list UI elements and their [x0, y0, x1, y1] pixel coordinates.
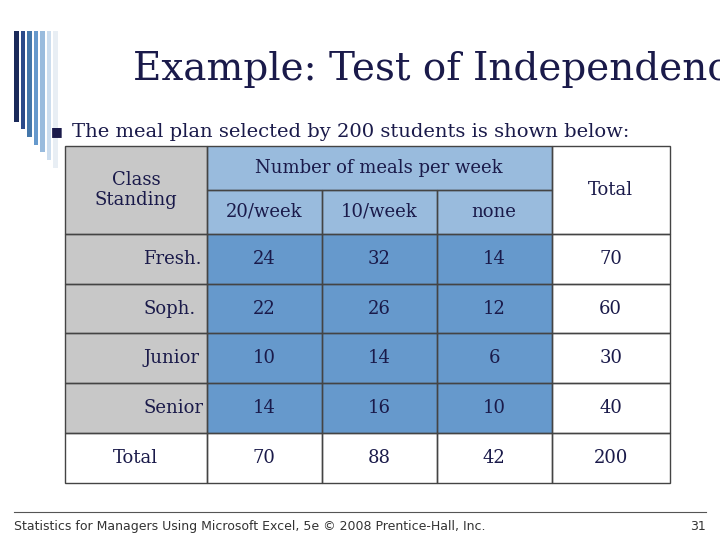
Text: 31: 31	[690, 520, 706, 534]
FancyBboxPatch shape	[65, 383, 207, 433]
Text: 24: 24	[253, 249, 276, 268]
FancyBboxPatch shape	[552, 433, 670, 483]
FancyBboxPatch shape	[552, 234, 670, 284]
Text: 200: 200	[593, 449, 628, 467]
Text: Number of meals per week: Number of meals per week	[256, 159, 503, 177]
Text: Fresh.: Fresh.	[143, 249, 202, 268]
FancyBboxPatch shape	[65, 334, 207, 383]
Text: ■: ■	[50, 125, 62, 138]
Text: 20/week: 20/week	[226, 203, 302, 221]
FancyBboxPatch shape	[322, 284, 437, 334]
FancyBboxPatch shape	[322, 433, 437, 483]
Text: 10/week: 10/week	[341, 203, 418, 221]
FancyBboxPatch shape	[437, 190, 552, 234]
FancyBboxPatch shape	[65, 146, 207, 234]
FancyBboxPatch shape	[437, 284, 552, 334]
FancyBboxPatch shape	[207, 383, 322, 433]
Text: 10: 10	[253, 349, 276, 367]
Text: 60: 60	[599, 300, 622, 318]
FancyBboxPatch shape	[322, 334, 437, 383]
FancyBboxPatch shape	[207, 146, 552, 190]
FancyBboxPatch shape	[322, 383, 437, 433]
Text: 70: 70	[599, 249, 622, 268]
Text: 14: 14	[253, 399, 276, 417]
FancyBboxPatch shape	[34, 31, 38, 145]
FancyBboxPatch shape	[207, 284, 322, 334]
Text: 12: 12	[483, 300, 505, 318]
FancyBboxPatch shape	[437, 433, 552, 483]
Text: none: none	[472, 203, 517, 221]
Text: 10: 10	[482, 399, 505, 417]
FancyBboxPatch shape	[437, 334, 552, 383]
FancyBboxPatch shape	[552, 383, 670, 433]
Text: Class
Standing: Class Standing	[94, 171, 177, 210]
FancyBboxPatch shape	[552, 334, 670, 383]
FancyBboxPatch shape	[207, 334, 322, 383]
FancyBboxPatch shape	[65, 433, 207, 483]
Text: 14: 14	[368, 349, 391, 367]
FancyBboxPatch shape	[27, 31, 32, 137]
FancyBboxPatch shape	[437, 234, 552, 284]
Text: Example: Test of Independence: Example: Test of Independence	[133, 51, 720, 87]
FancyBboxPatch shape	[552, 146, 670, 234]
Text: Senior: Senior	[143, 399, 203, 417]
Text: Soph.: Soph.	[143, 300, 195, 318]
FancyBboxPatch shape	[552, 284, 670, 334]
Text: Total: Total	[113, 449, 158, 467]
FancyBboxPatch shape	[322, 190, 437, 234]
Text: Junior: Junior	[143, 349, 199, 367]
FancyBboxPatch shape	[207, 433, 322, 483]
FancyBboxPatch shape	[14, 31, 19, 122]
Text: 30: 30	[599, 349, 622, 367]
Text: 40: 40	[599, 399, 622, 417]
Text: 70: 70	[253, 449, 276, 467]
FancyBboxPatch shape	[21, 31, 25, 130]
FancyBboxPatch shape	[207, 190, 322, 234]
Text: The meal plan selected by 200 students is shown below:: The meal plan selected by 200 students i…	[72, 123, 629, 141]
FancyBboxPatch shape	[65, 284, 207, 334]
FancyBboxPatch shape	[65, 234, 207, 284]
FancyBboxPatch shape	[437, 383, 552, 433]
Text: 26: 26	[368, 300, 391, 318]
FancyBboxPatch shape	[207, 234, 322, 284]
Text: 88: 88	[368, 449, 391, 467]
Text: 22: 22	[253, 300, 276, 318]
FancyBboxPatch shape	[322, 234, 437, 284]
Text: 14: 14	[483, 249, 505, 268]
Text: 6: 6	[488, 349, 500, 367]
FancyBboxPatch shape	[47, 31, 51, 160]
FancyBboxPatch shape	[40, 31, 45, 152]
Text: 16: 16	[368, 399, 391, 417]
Text: Statistics for Managers Using Microsoft Excel, 5e © 2008 Prentice-Hall, Inc.: Statistics for Managers Using Microsoft …	[14, 520, 486, 534]
Text: Total: Total	[588, 181, 633, 199]
Text: 42: 42	[483, 449, 505, 467]
Text: 32: 32	[368, 249, 391, 268]
FancyBboxPatch shape	[53, 31, 58, 167]
